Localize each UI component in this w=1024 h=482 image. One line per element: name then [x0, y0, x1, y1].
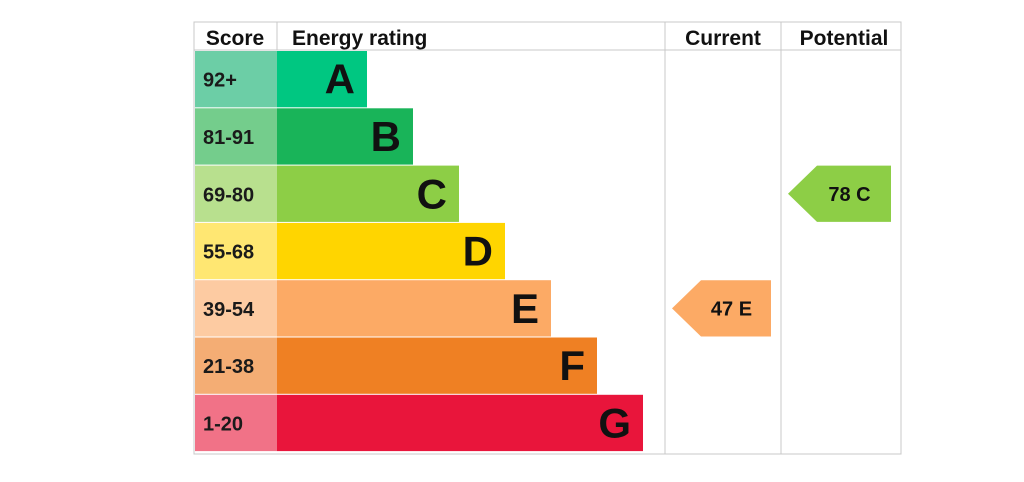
score-range-c: 69-80	[203, 184, 254, 206]
score-range-d: 55-68	[203, 242, 254, 264]
potential-rating-arrow	[788, 165, 891, 222]
table-border	[193, 21, 902, 455]
score-cell-e	[195, 280, 277, 337]
band-letter-d: D	[463, 228, 493, 275]
band-letter-g: G	[598, 399, 631, 446]
band-bar-a	[277, 51, 367, 108]
table-grid	[193, 21, 902, 455]
band-bar-e	[277, 280, 551, 337]
band-letter-e: E	[511, 285, 539, 332]
band-bar-d	[277, 222, 505, 280]
band-letter-c: C	[417, 170, 447, 217]
score-cell-d	[195, 222, 277, 280]
header-current: Current	[685, 27, 761, 50]
current-rating-arrow	[672, 280, 771, 337]
score-range-g: 1-20	[203, 413, 243, 435]
band-bar-c	[277, 165, 459, 222]
score-cell-a	[195, 51, 277, 108]
potential-rating-label: 78 C	[828, 184, 870, 206]
band-bar-f	[277, 337, 597, 394]
score-cell-b	[195, 108, 277, 165]
score-range-a: 92+	[203, 70, 237, 92]
score-range-e: 39-54	[203, 299, 255, 321]
score-range-b: 81-91	[203, 127, 254, 149]
header-potential: Potential	[800, 27, 889, 50]
band-letter-b: B	[371, 113, 401, 160]
table-header: Score Energy rating Current Potential	[206, 27, 889, 50]
band-letter-a: A	[325, 56, 355, 103]
score-cell-f	[195, 337, 277, 394]
band-bar-b	[277, 108, 413, 165]
header-score: Score	[206, 27, 264, 50]
current-rating-label: 47 E	[711, 298, 752, 320]
band-letter-f: F	[559, 342, 585, 389]
band-bar-g	[277, 394, 643, 452]
current-rating: 47 E	[672, 280, 771, 337]
score-cell-g	[195, 394, 277, 452]
score-cell-c	[195, 165, 277, 222]
header-energy-rating: Energy rating	[292, 27, 427, 50]
potential-rating: 78 C	[788, 165, 891, 222]
rating-markers: 47 E 78 C	[672, 165, 891, 337]
score-range-f: 21-38	[203, 356, 254, 378]
score-column: 92+ 81-91 69-80 55-68 39-54 21-38 1-20	[195, 51, 277, 452]
